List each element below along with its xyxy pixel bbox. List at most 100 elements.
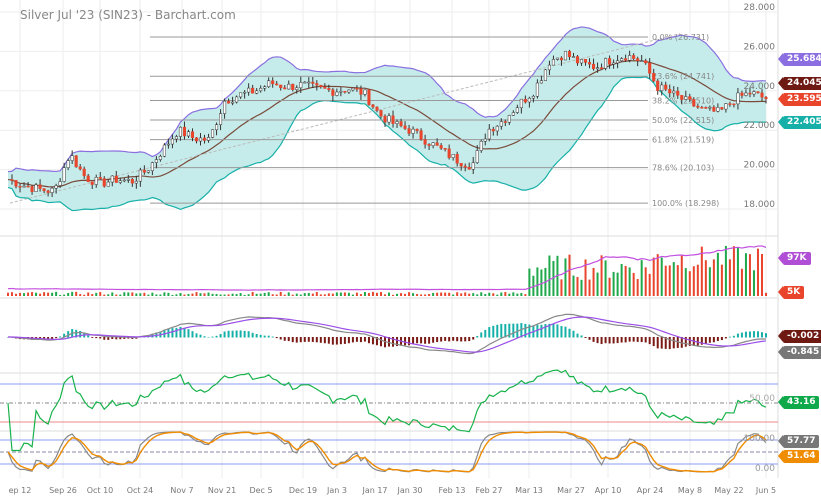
candle-body [596, 67, 600, 70]
volume-bar [211, 293, 214, 296]
macd-histogram-bar [716, 337, 719, 341]
volume-bar [396, 293, 399, 296]
macd-signal-line [7, 316, 767, 353]
candle-body [579, 59, 584, 64]
macd-histogram-bar [127, 337, 130, 339]
volume-bar [696, 264, 699, 296]
volume-bar [464, 292, 467, 296]
candle-body [367, 89, 371, 106]
volume-bar [55, 291, 58, 296]
candle-body [499, 121, 503, 127]
candle-body [648, 62, 652, 74]
candle-body [363, 89, 367, 95]
macd-histogram-bar [508, 323, 511, 338]
candle-body [688, 96, 692, 100]
volume-bar [496, 294, 499, 296]
volume-bar [359, 294, 362, 296]
macd-histogram-bar [211, 336, 214, 338]
x-tick-label: Mar 13 [515, 486, 543, 495]
volume-bar [351, 294, 354, 296]
volume-bar [584, 259, 587, 296]
volume-bar [39, 293, 42, 296]
volume-bar [608, 277, 611, 296]
volume-bar [187, 293, 190, 296]
volume-bar [91, 294, 94, 296]
candle-body [299, 82, 303, 89]
macd-histogram-bar [680, 337, 683, 348]
candle-body [604, 58, 608, 69]
macd-histogram-bar [271, 336, 274, 338]
fib-label: 23.6% (24.741) [652, 72, 714, 81]
candle-body [539, 80, 543, 84]
candle-body [315, 83, 319, 86]
candle-body [174, 136, 178, 140]
candle-body [323, 86, 327, 89]
volume-bar [516, 293, 519, 296]
macd-hist-tag: -0.002 [777, 330, 821, 343]
macd-histogram-bar [708, 337, 711, 343]
candle-body [559, 57, 564, 61]
volume-bar [7, 292, 9, 296]
volume-bar [127, 292, 130, 296]
volume-bar [63, 294, 66, 296]
candle-body [182, 126, 187, 137]
candle-body [732, 103, 736, 106]
candle-body [455, 154, 459, 164]
candle-body [351, 87, 355, 91]
volume-bar [468, 293, 471, 296]
volume-bar [440, 292, 443, 296]
candle-body [563, 50, 568, 61]
candle-body [86, 175, 90, 183]
volume-bar [323, 294, 326, 296]
macd-histogram-bar [251, 332, 254, 338]
volume-bar [596, 272, 599, 296]
candle-body [551, 59, 555, 66]
macd-histogram-bar [239, 330, 242, 338]
bollinger-lower-line [7, 76, 767, 212]
volume-bar [452, 294, 455, 296]
volume-bar [476, 294, 479, 296]
volume-bar [379, 292, 382, 296]
macd-histogram-bar [103, 337, 106, 340]
volume-bar [524, 294, 527, 296]
stoch-tick-label: 0.00 [755, 464, 775, 474]
candle-body [18, 186, 22, 188]
macd-histogram-bar [560, 326, 563, 338]
macd-histogram-bar [556, 324, 559, 338]
macd-histogram-bar [500, 323, 503, 338]
candle-body [503, 121, 507, 123]
macd-histogram-bar [504, 324, 507, 338]
candle-body [664, 84, 668, 90]
x-tick-label: Apr 24 [637, 486, 664, 495]
candle-body [624, 58, 628, 61]
candle-body [700, 107, 704, 109]
volume-bar [243, 294, 246, 296]
x-tick-label: Mar 27 [557, 486, 585, 495]
macd-histogram-bar [616, 337, 619, 344]
volume-bar [552, 260, 555, 296]
candle-body [146, 170, 150, 173]
macd-histogram-bar [568, 328, 571, 338]
volume-bar [367, 292, 370, 296]
volume-bar [27, 292, 30, 296]
volume-bar [271, 294, 274, 296]
volume-bar [504, 292, 507, 296]
candle-body [355, 87, 359, 90]
volume-bar [444, 292, 447, 296]
macd-histogram-bar [704, 337, 707, 344]
macd-histogram-bar [760, 332, 763, 338]
candle-body [652, 73, 656, 82]
candle-body [90, 181, 94, 185]
candle-body [736, 92, 740, 105]
volume-bar [536, 267, 539, 296]
candle-body [467, 166, 471, 170]
candle-body [130, 179, 134, 184]
candle-body [471, 162, 475, 170]
macd-histogram-bar [644, 337, 647, 343]
macd-histogram-bar [436, 337, 439, 343]
candle-body [543, 69, 547, 81]
macd-histogram-bar [492, 325, 495, 338]
volume-bar [664, 265, 667, 296]
x-tick-label: Jan 30 [396, 486, 422, 495]
candle-body [752, 91, 756, 95]
